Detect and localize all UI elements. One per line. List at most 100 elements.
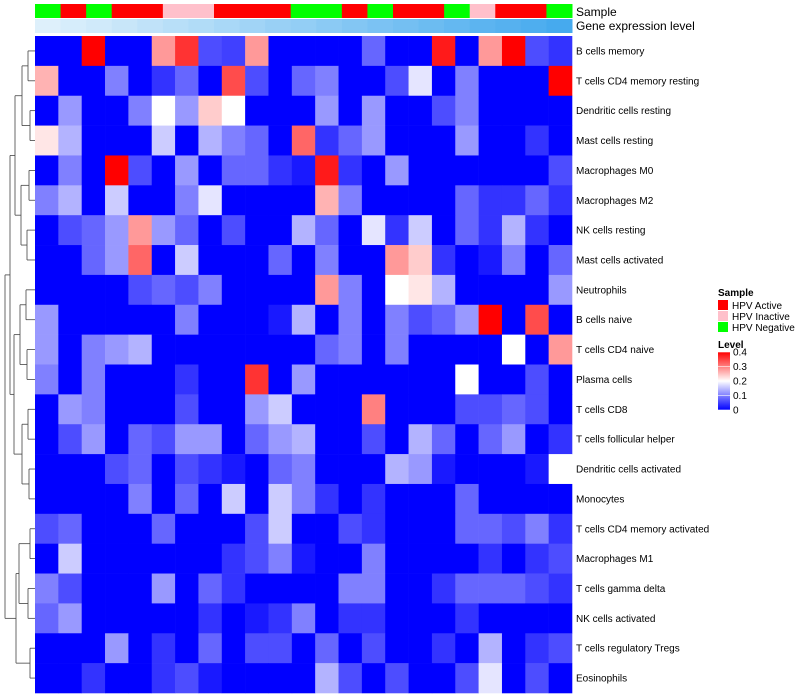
heatmap-cell [478,245,503,276]
heatmap-cell [198,483,223,515]
heatmap-cell [151,424,176,455]
heatmap-cell [175,215,199,246]
heatmap-cell [128,65,153,97]
heatmap-cell [81,65,106,97]
heatmap-cell [408,603,433,634]
heatmap-cell [81,36,106,67]
heatmap-cell [151,603,176,634]
heatmap-cell [175,364,199,395]
heatmap-cell [455,513,479,544]
sample-annotation-cell [188,4,215,18]
heatmap-cell [315,603,339,634]
heatmap-cell [151,125,176,156]
heatmap-cell [338,424,363,455]
heatmap-cell [548,633,573,664]
heatmap-cell [35,155,59,186]
heatmap-cell [128,95,153,126]
heatmap-cell [128,334,153,365]
heatmap-cell [268,245,293,276]
heatmap-cell [128,274,153,306]
heatmap-cell [175,125,199,156]
heatmap-cell [338,633,363,664]
heatmap-cell [221,424,246,455]
heatmap-cell [175,483,199,515]
heatmap-cell [408,36,433,67]
heatmap-cell [245,95,269,126]
heatmap-cell [81,424,106,455]
heatmap-cell [175,185,199,216]
heatmap-cell [478,633,503,664]
heatmap-cell [268,215,293,246]
heatmap-cell [501,334,526,365]
heatmap-cell [175,245,199,276]
heatmap-cell [58,185,82,216]
heatmap-cell [221,483,246,515]
heatmap-cell [151,274,176,306]
heatmap-cell [408,95,433,126]
heatmap-cell [198,334,223,365]
heatmap-cell [385,603,409,634]
heatmap-cell [455,125,479,156]
heatmap-cell [338,663,363,694]
sample-annotation-bar [35,4,573,18]
heatmap-cell [151,394,176,425]
heatmap-cell [525,215,549,246]
heatmap-cell [81,334,106,365]
heatmap-cell [361,334,386,365]
heatmap-cell [198,633,223,664]
heatmap-cell [105,155,129,186]
heatmap-cell [245,364,269,395]
heatmap-cell [385,125,409,156]
heatmap-cell [408,424,433,455]
heatmap-cell [431,663,456,694]
sample-annotation-cell [214,4,241,18]
heatmap-cell [151,663,176,694]
heatmap-cell [385,543,409,574]
heatmap-cell [58,245,82,276]
heatmap-cell [268,304,293,335]
heatmap-cell [455,185,479,216]
heatmap-cell [128,215,153,246]
row-label: Macrophages M2 [576,196,654,207]
heatmap-cell [315,543,339,574]
heatmap-cell [291,454,316,485]
heatmap-cell [525,513,549,544]
heatmap-cell [431,364,456,395]
heatmap-cell [221,215,246,246]
heatmap-cell [361,95,386,126]
heatmap-cell [128,424,153,455]
heatmap-cell [525,424,549,455]
heatmap-cell [338,304,363,335]
heatmap-cell [501,274,526,306]
heatmap-cell [35,454,59,485]
heatmap-cell [291,304,316,335]
legend-entry-label: HPV Active [732,301,782,312]
row-label: T cells CD4 memory activated [576,524,709,535]
heatmap-cell [525,543,549,574]
heatmap-cell [268,603,293,634]
heatmap-cell [431,543,456,574]
heatmap-cell [408,334,433,365]
heatmap-cell [338,573,363,604]
heatmap-cell [245,483,269,515]
heatmap-cell [478,543,503,574]
legend-tick-label: 0.2 [733,377,747,388]
heatmap-cell [175,394,199,425]
heatmap-cell [501,543,526,574]
gene-expression-annotation-cell [367,19,394,33]
heatmap-cell [58,424,82,455]
heatmap-cell [478,185,503,216]
heatmap-cell [315,454,339,485]
sample-annotation-cell [86,4,113,18]
heatmap-cell [455,424,479,455]
annotation-label: Sample [576,5,617,19]
heatmap-cell [105,215,129,246]
heatmap-cell [408,274,433,306]
row-label: T cells CD4 naive [576,345,655,356]
sample-annotation-cell [520,4,547,18]
heatmap-cell [338,334,363,365]
gene-expression-annotation-cell [188,19,215,33]
heatmap-cell [385,155,409,186]
heatmap-cell [58,274,82,306]
heatmap-cell [408,633,433,664]
